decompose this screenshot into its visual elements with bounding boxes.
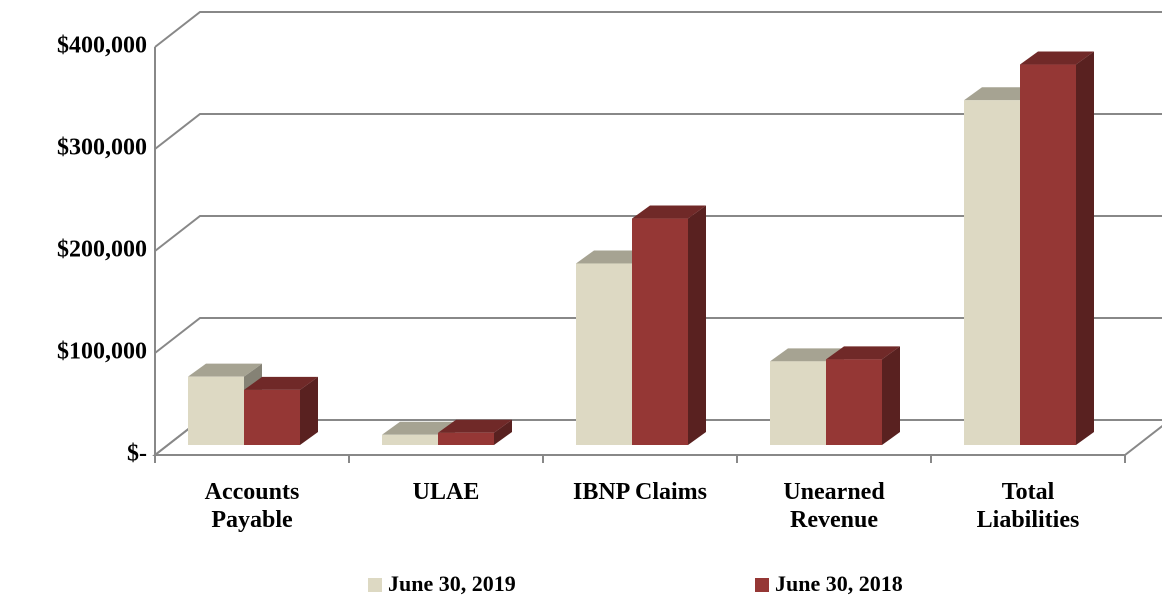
bar <box>826 346 900 445</box>
bar-top <box>188 363 262 377</box>
bar-top <box>964 87 1038 101</box>
bar-top <box>632 205 706 219</box>
bar-front <box>964 100 1020 446</box>
legend-swatch <box>755 578 769 592</box>
bar <box>438 419 512 445</box>
bar <box>1020 51 1094 445</box>
bar-side <box>1076 51 1094 445</box>
bar-front <box>188 376 244 445</box>
bar-front <box>438 432 494 445</box>
bar-top <box>576 250 650 264</box>
x-tick-label: IBNP Claims <box>572 479 707 505</box>
bar-top <box>438 419 512 433</box>
bar-front <box>382 434 438 445</box>
bar-top <box>1020 51 1094 65</box>
bar-side <box>882 346 900 445</box>
bar <box>632 205 706 445</box>
legend-label: June 30, 2018 <box>775 571 903 596</box>
x-tick-label: ULAE <box>412 479 480 505</box>
y-tick-label: $300,000 <box>57 135 147 161</box>
x-tick-label: Total Liabilities <box>976 479 1080 533</box>
y-tick-label: $400,000 <box>57 33 147 59</box>
y-tick-label: $- <box>127 441 147 467</box>
bar-top <box>382 421 456 435</box>
y-tick-label: $100,000 <box>57 339 147 365</box>
bar-side <box>494 419 512 445</box>
bar-top <box>770 348 844 362</box>
grid-line <box>154 113 1162 150</box>
bar-top <box>826 346 900 360</box>
bar-front <box>1020 64 1076 445</box>
grid-line <box>154 215 1162 252</box>
bar-front <box>826 359 882 445</box>
bar-side <box>300 376 318 445</box>
legend-swatch <box>368 578 382 592</box>
x-tick-label: Unearned Revenue <box>783 479 885 533</box>
bar-front <box>576 263 632 445</box>
bar-front <box>244 389 300 445</box>
x-tick-label: Accounts Payable <box>204 479 300 533</box>
grid-line <box>154 11 1162 48</box>
bar-top <box>244 376 318 390</box>
bar <box>244 376 318 445</box>
y-tick-label: $200,000 <box>57 237 147 263</box>
legend-label: June 30, 2019 <box>388 571 516 596</box>
grid-line <box>154 317 1162 354</box>
bar-front <box>632 218 688 445</box>
bar-side <box>688 205 706 445</box>
bar-front <box>770 361 826 445</box>
